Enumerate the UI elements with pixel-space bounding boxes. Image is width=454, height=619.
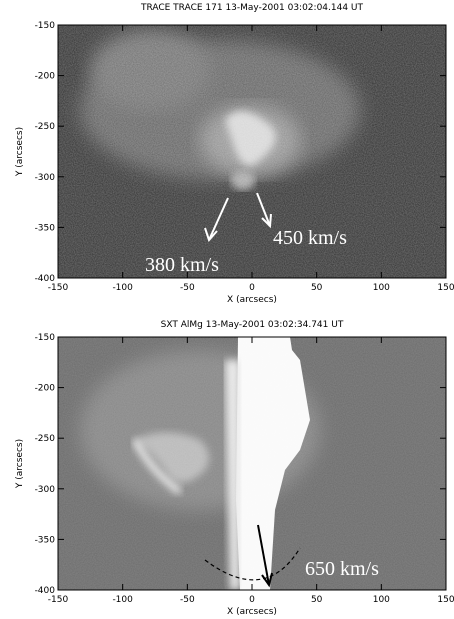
y-tick-label: -200 [35, 384, 56, 394]
x-tick-label: -150 [48, 283, 69, 293]
arrow [257, 524, 273, 588]
x-tick-label: -100 [112, 595, 133, 605]
x-axis-label: X (arcsecs) [227, 295, 277, 305]
y-axis-label: Y (arcsecs) [15, 439, 25, 489]
y-tick-label: -400 [35, 274, 56, 284]
y-tick-label: -350 [35, 223, 56, 233]
y-tick-label: -150 [35, 333, 56, 343]
x-tick-label: 150 [437, 283, 454, 293]
annotation: 650 km/s [305, 558, 379, 580]
x-tick-label: -150 [48, 595, 69, 605]
x-tick-label: 0 [249, 283, 255, 293]
x-tick-label: 100 [373, 595, 390, 605]
x-tick-label: -50 [180, 595, 195, 605]
y-tick-label: -250 [35, 122, 56, 132]
panel-title: SXT AlMg 13-May-2001 03:02:34.741 UT [161, 320, 344, 330]
annotation: 380 km/s [145, 254, 219, 276]
y-axis-label: Y (arcsecs) [15, 127, 25, 177]
x-tick-label: -100 [112, 283, 133, 293]
y-tick-label: -150 [35, 21, 56, 31]
annotation: 450 km/s [273, 227, 347, 249]
x-tick-label: 50 [311, 595, 323, 605]
y-tick-label: -200 [35, 72, 56, 82]
x-tick-label: 150 [437, 595, 454, 605]
x-tick-label: 100 [373, 283, 390, 293]
y-tick-label: -300 [35, 485, 56, 495]
trace-image [58, 25, 446, 278]
sxt-image [58, 337, 446, 590]
x-tick-label: -50 [180, 283, 195, 293]
x-tick-label: 50 [311, 283, 323, 293]
x-tick-label: 0 [249, 595, 255, 605]
y-tick-label: -300 [35, 173, 56, 183]
arrows [204, 192, 272, 242]
y-tick-label: -250 [35, 434, 56, 444]
y-tick-label: -350 [35, 535, 56, 545]
panel-title: TRACE TRACE 171 13-May-2001 03:02:04.144… [140, 3, 364, 13]
x-axis-label: X (arcsecs) [227, 607, 277, 617]
y-tick-label: -400 [35, 586, 56, 596]
front-arc [204, 547, 301, 581]
